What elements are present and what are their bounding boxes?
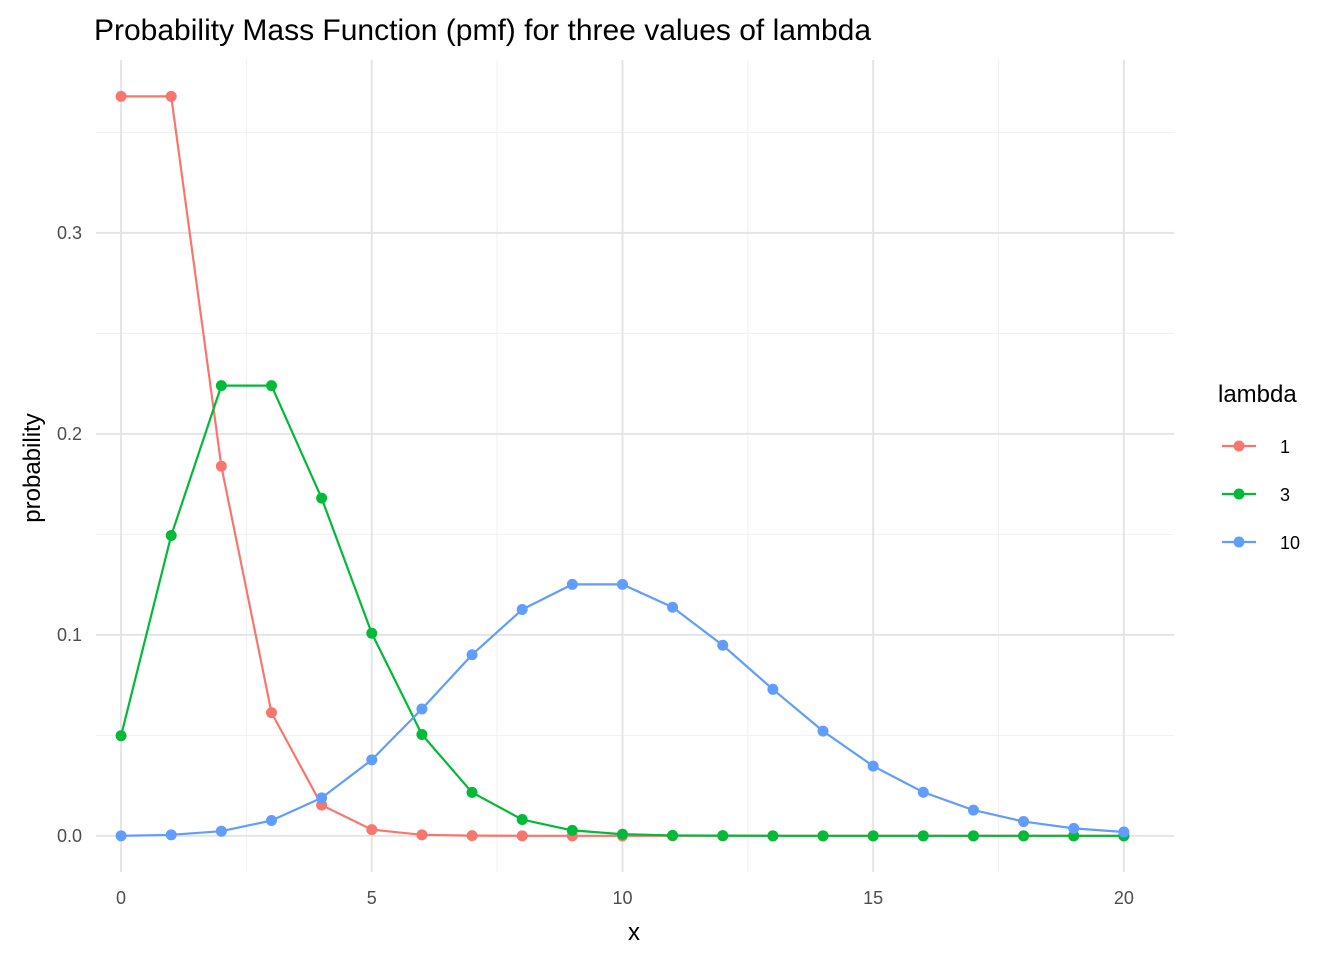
data-point [316, 492, 328, 504]
y-tick-label: 0.3 [57, 223, 82, 243]
data-point [1018, 816, 1030, 828]
x-axis-ticks: 0 5 10 15 20 [116, 888, 1134, 908]
data-point [616, 578, 628, 590]
x-tick-label: 5 [367, 888, 377, 908]
data-point [566, 824, 578, 836]
legend-label: 10 [1280, 533, 1300, 553]
y-tick-label: 0.2 [57, 424, 82, 444]
data-point [667, 601, 679, 613]
data-point [265, 707, 277, 719]
legend-item-10: 10 [1222, 533, 1300, 553]
y-tick-label: 0.0 [57, 826, 82, 846]
legend-item-3: 3 [1222, 485, 1290, 505]
data-point [265, 815, 277, 827]
data-point [767, 830, 779, 842]
legend-title: lambda [1218, 381, 1297, 408]
data-point [316, 792, 328, 804]
data-point [867, 830, 879, 842]
data-point [1118, 826, 1130, 838]
x-tick-label: 0 [116, 888, 126, 908]
data-point [516, 604, 528, 616]
data-point [717, 830, 729, 842]
data-point [516, 814, 528, 826]
y-axis-ticks: 0.0 0.1 0.2 0.3 [57, 223, 82, 846]
data-point [115, 730, 127, 742]
data-point [215, 380, 227, 392]
x-tick-label: 15 [863, 888, 883, 908]
x-axis-title: x [628, 919, 640, 946]
data-point [115, 830, 127, 842]
data-point [115, 90, 127, 102]
legend-item-1: 1 [1222, 437, 1290, 457]
data-point [466, 786, 478, 798]
legend: lambda 1 3 10 [1218, 381, 1300, 553]
legend-label: 3 [1280, 485, 1290, 505]
data-point [1068, 822, 1080, 834]
data-point [516, 830, 528, 842]
legend-key-point [1233, 488, 1245, 500]
data-point [1018, 830, 1030, 842]
data-point [917, 830, 929, 842]
grid [96, 60, 1174, 872]
data-point [165, 90, 177, 102]
data-point [265, 380, 277, 392]
data-point [416, 729, 428, 741]
data-point [566, 578, 578, 590]
data-point [165, 829, 177, 841]
data-point [717, 639, 729, 651]
y-axis-title: probability [19, 413, 46, 522]
data-point [817, 830, 829, 842]
legend-label: 1 [1280, 437, 1290, 457]
data-point [817, 725, 829, 737]
series-layer [115, 90, 1130, 842]
data-point [416, 829, 428, 841]
data-point [366, 627, 378, 639]
data-point [215, 460, 227, 472]
data-point [616, 828, 628, 840]
data-point [667, 829, 679, 841]
x-tick-label: 20 [1114, 888, 1134, 908]
y-tick-label: 0.1 [57, 625, 82, 645]
data-point [867, 760, 879, 772]
data-point [366, 824, 378, 836]
x-tick-label: 10 [612, 888, 632, 908]
data-point [215, 825, 227, 837]
series-10 [115, 578, 1130, 842]
data-point [967, 804, 979, 816]
data-point [767, 683, 779, 695]
legend-key-point [1233, 440, 1245, 452]
data-point [165, 530, 177, 542]
data-point [967, 830, 979, 842]
data-point [466, 830, 478, 842]
chart-title: Probability Mass Function (pmf) for thre… [94, 14, 871, 47]
legend-key-point [1233, 536, 1245, 548]
data-point [366, 754, 378, 766]
data-point [466, 649, 478, 661]
data-point [917, 786, 929, 798]
data-point [416, 703, 428, 715]
